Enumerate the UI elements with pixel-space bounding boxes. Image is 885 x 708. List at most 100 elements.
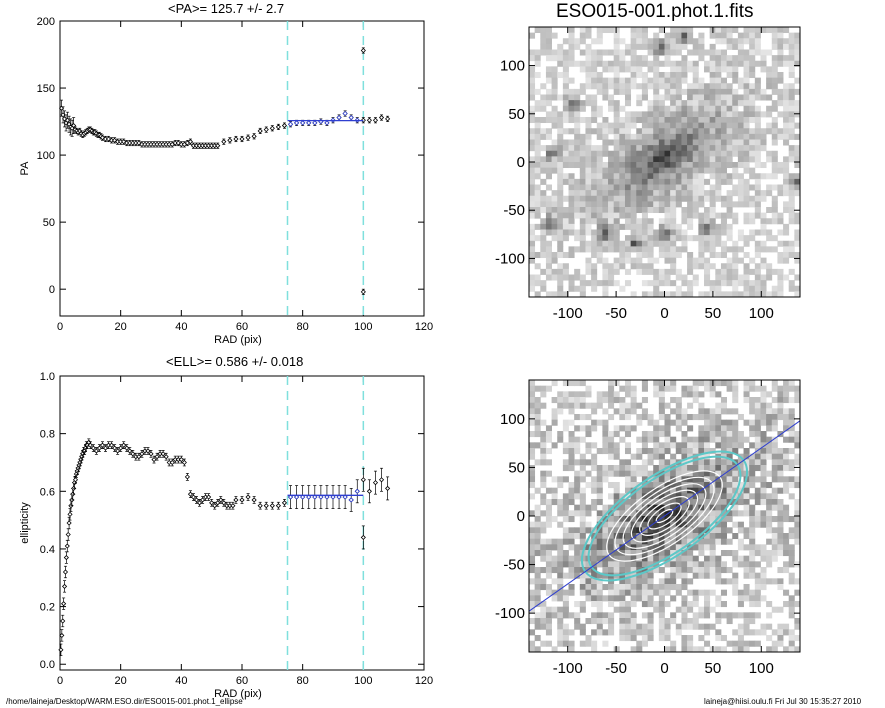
image-pixel: [602, 280, 609, 287]
image-pixel: [754, 436, 761, 443]
image-pixel: [568, 544, 575, 551]
image-pixel: [749, 521, 756, 528]
image-pixel: [766, 229, 773, 236]
image-pixel: [562, 425, 569, 432]
image-pixel: [794, 32, 801, 39]
image-pixel: [709, 516, 716, 523]
image-pixel: [681, 640, 688, 647]
image-pixel: [534, 201, 541, 208]
image-pixel: [602, 550, 609, 557]
image-pixel: [687, 38, 694, 45]
footer-left: /home/laineja/Desktop/WARM.ESO.dir/ESO01…: [6, 697, 243, 706]
image-pixel: [692, 60, 699, 67]
image-pixel: [540, 431, 547, 438]
image-pixel: [754, 240, 761, 247]
image-pixel: [596, 391, 603, 398]
image-pixel: [562, 510, 569, 517]
image-pixel: [630, 195, 637, 202]
image-pixel: [608, 521, 615, 528]
image-pixel: [749, 459, 756, 466]
data-point: [118, 445, 124, 451]
image-pixel: [726, 380, 733, 387]
image-pixel: [720, 111, 728, 118]
image-pixel: [574, 88, 581, 95]
image-pixel: [613, 431, 620, 438]
image-pixel: [658, 391, 665, 398]
image-pixel: [771, 55, 778, 62]
image-pixel: [687, 27, 694, 34]
image-pixel: [732, 442, 739, 449]
image-pixel: [749, 482, 756, 489]
image-pixel: [557, 476, 564, 483]
image-pixel: [681, 612, 688, 619]
image-pixel: [647, 555, 654, 562]
image-pixel: [783, 38, 790, 45]
image-pixel: [658, 178, 665, 185]
image-pixel: [743, 60, 750, 67]
image-pixel: [636, 595, 643, 602]
image-pixel: [602, 133, 609, 140]
image-pixel: [760, 402, 767, 409]
image-pixel: [579, 402, 586, 409]
image-pixel: [568, 105, 575, 112]
image-pixel: [664, 139, 671, 146]
image-pixel: [726, 100, 733, 107]
image-pixel: [771, 550, 778, 557]
data-point: [233, 136, 239, 142]
image-pixel: [562, 538, 569, 545]
image-pixel: [557, 431, 564, 438]
image-pixel: [698, 538, 705, 545]
image-pixel: [624, 544, 632, 551]
image-pixel: [732, 105, 739, 112]
image-pixel: [760, 482, 767, 489]
image-pixel: [596, 612, 603, 619]
image-pixel: [766, 274, 773, 281]
image-pixel: [687, 606, 694, 613]
image-pixel: [766, 453, 773, 460]
image-pixel: [529, 527, 536, 534]
image-pixel: [579, 105, 586, 112]
image-pixel: [794, 184, 801, 191]
image-pixel: [619, 77, 626, 84]
image-pixel: [670, 572, 677, 579]
image-pixel: [715, 408, 722, 415]
image-pixel: [664, 223, 671, 230]
image-pixel: [777, 229, 784, 236]
image-pixel: [692, 561, 699, 568]
image-pixel: [534, 521, 541, 528]
image-pixel: [749, 640, 756, 647]
image-pixel: [562, 402, 569, 409]
image-pixel: [766, 623, 773, 630]
image-pixel: [602, 397, 609, 404]
image-pixel: [658, 448, 665, 455]
image-pixel: [766, 425, 773, 432]
data-point: [360, 47, 366, 54]
image-pixel: [602, 538, 609, 545]
image-pixel: [596, 201, 603, 208]
image-pixel: [630, 43, 637, 50]
image-pixel: [602, 618, 609, 625]
image-pixel: [754, 521, 761, 528]
image-pixel: [562, 391, 569, 398]
image-pixel: [591, 555, 598, 562]
image-pixel: [698, 493, 705, 500]
image-pixel: [568, 516, 575, 523]
image-pixel: [675, 246, 682, 253]
image-pixel: [743, 640, 750, 647]
image-pixel: [777, 167, 784, 174]
image-pixel: [647, 527, 654, 534]
image-pixel: [783, 27, 790, 34]
image-pixel: [698, 470, 705, 477]
image-pixel: [624, 173, 632, 180]
image-pixel: [568, 49, 575, 56]
image-pixel: [653, 38, 660, 45]
image-pixel: [591, 83, 598, 90]
image-pixel: [732, 487, 739, 494]
image-pixel: [641, 584, 648, 591]
image-pixel: [636, 470, 643, 477]
image-pixel: [732, 201, 739, 208]
image-pixel: [636, 252, 643, 259]
image-pixel: [568, 555, 575, 562]
image-pixel: [754, 150, 761, 157]
image-pixel: [540, 240, 547, 247]
